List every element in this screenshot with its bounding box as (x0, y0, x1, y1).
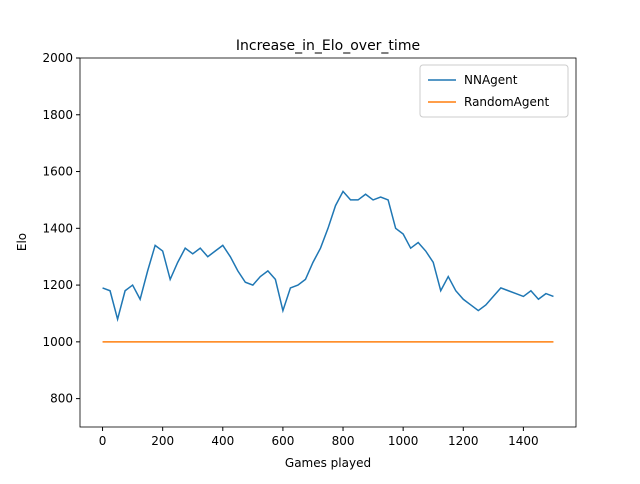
line (102, 190, 554, 323)
x-tick-label: 1000 (388, 434, 419, 448)
x-axis-label: Games played (285, 456, 371, 470)
y-tick-label: 1200 (42, 278, 73, 292)
y-axis-label: Elo (15, 233, 29, 251)
y-tick-label: 2000 (42, 51, 73, 65)
x-tick-label: 400 (211, 434, 234, 448)
y-tick-label: 800 (50, 392, 73, 406)
y-tick-label: 1000 (42, 335, 73, 349)
x-tick-label: 0 (99, 434, 107, 448)
x-tick-label: 1200 (448, 434, 479, 448)
plot-frame (79, 57, 577, 428)
y-tick-label: 1400 (42, 221, 73, 235)
x-tick-label: 1400 (508, 434, 539, 448)
legend-label: RandomAgent (464, 95, 549, 109)
x-tick-label: 200 (151, 434, 174, 448)
y-tick-label: 1800 (42, 108, 73, 122)
x-tick-label: 800 (332, 434, 355, 448)
legend-label: NNAgent (464, 73, 518, 87)
chart-title: Increase_in_Elo_over_time (236, 38, 420, 54)
x-tick-label: 600 (271, 434, 294, 448)
legend-box (419, 64, 569, 118)
y-tick-label: 1600 (42, 165, 73, 179)
